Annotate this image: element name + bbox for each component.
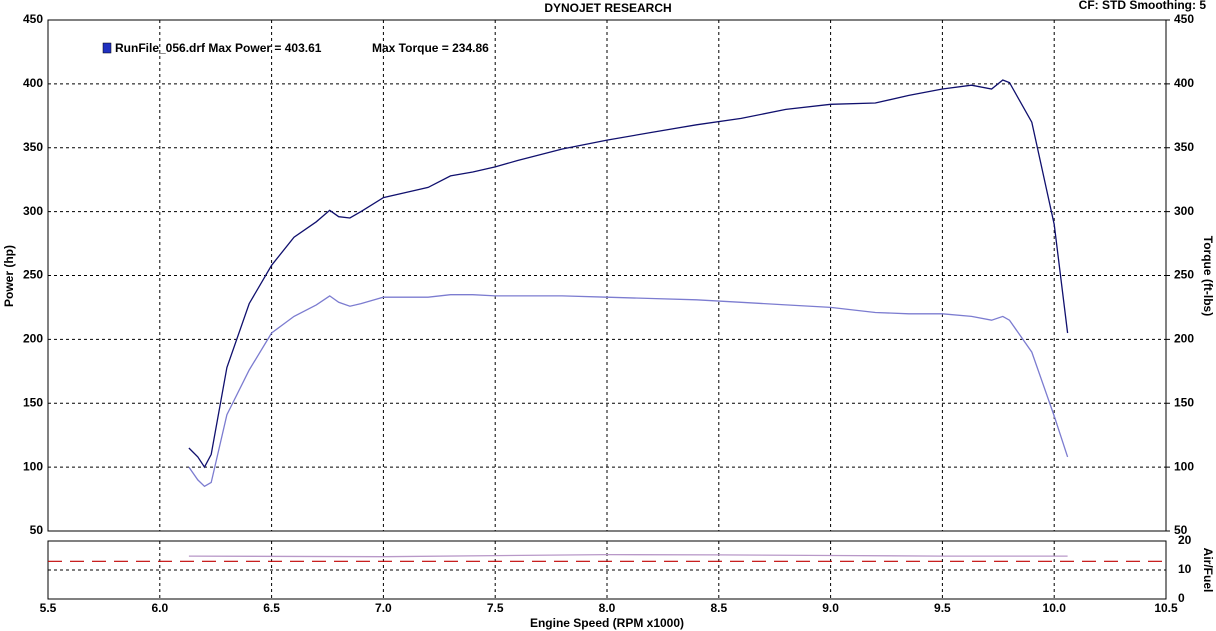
y-tick-label: 100 bbox=[23, 459, 43, 473]
x-tick-label: 7.0 bbox=[375, 601, 392, 615]
legend-text: RunFile_056.drf Max Power = 403.61 bbox=[115, 41, 322, 55]
chart-title: DYNOJET RESEARCH bbox=[544, 1, 671, 15]
x-tick-label: 9.0 bbox=[822, 601, 839, 615]
y-tick-label: 300 bbox=[23, 204, 43, 218]
y-tick-label: 450 bbox=[23, 12, 43, 26]
x-tick-label: 8.0 bbox=[599, 601, 616, 615]
x-tick-label: 7.5 bbox=[487, 601, 504, 615]
y2-tick-label: 450 bbox=[1174, 12, 1194, 26]
afr-tick-label: 0 bbox=[1178, 591, 1185, 605]
y-tick-label: 400 bbox=[23, 76, 43, 90]
chart-subtitle: CF: STD Smoothing: 5 bbox=[1079, 0, 1207, 12]
y2-tick-label: 100 bbox=[1174, 459, 1194, 473]
y-tick-label: 150 bbox=[23, 395, 43, 409]
y2-tick-label: 350 bbox=[1174, 140, 1194, 154]
y2-axis-label: Torque (ft-lbs) bbox=[1201, 236, 1215, 316]
legend-icon bbox=[102, 42, 112, 54]
y-tick-label: 250 bbox=[23, 268, 43, 282]
x-tick-label: 9.5 bbox=[934, 601, 951, 615]
data-line bbox=[188, 294, 1069, 488]
x-tick-label: 6.0 bbox=[151, 601, 168, 615]
y2-tick-label: 300 bbox=[1174, 204, 1194, 218]
y-tick-label: 50 bbox=[30, 523, 44, 537]
y2-tick-label: 250 bbox=[1174, 268, 1194, 282]
y2-tick-label: 150 bbox=[1174, 395, 1194, 409]
x-tick-label: 8.5 bbox=[710, 601, 727, 615]
y2-tick-label: 400 bbox=[1174, 76, 1194, 90]
x-tick-label: 10.0 bbox=[1043, 601, 1067, 615]
afr-tick-label: 20 bbox=[1178, 533, 1192, 547]
y2-tick-label: 50 bbox=[1174, 523, 1188, 537]
y-tick-label: 350 bbox=[23, 140, 43, 154]
y-tick-label: 200 bbox=[23, 332, 43, 346]
data-line bbox=[188, 553, 1068, 558]
afr-tick-label: 10 bbox=[1178, 562, 1192, 576]
x-tick-label: 5.5 bbox=[40, 601, 57, 615]
legend-text: Max Torque = 234.86 bbox=[372, 41, 489, 55]
x-tick-label: 10.5 bbox=[1154, 601, 1178, 615]
afr-axis-label: Air/Fuel bbox=[1201, 548, 1215, 593]
x-axis-label: Engine Speed (RPM x1000) bbox=[530, 616, 684, 630]
y2-tick-label: 200 bbox=[1174, 332, 1194, 346]
y-axis-label: Power (hp) bbox=[2, 245, 16, 307]
data-line bbox=[188, 79, 1069, 469]
x-tick-label: 6.5 bbox=[263, 601, 280, 615]
